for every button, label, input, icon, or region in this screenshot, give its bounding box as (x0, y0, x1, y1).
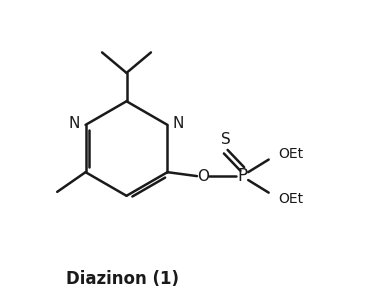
Text: Diazinon (1): Diazinon (1) (66, 269, 179, 287)
Text: P: P (237, 167, 247, 185)
Text: S: S (221, 132, 231, 147)
Text: OEt: OEt (278, 191, 304, 206)
Text: OEt: OEt (278, 147, 304, 161)
Text: O: O (197, 169, 209, 184)
Text: N: N (69, 116, 80, 131)
Text: N: N (173, 116, 184, 131)
